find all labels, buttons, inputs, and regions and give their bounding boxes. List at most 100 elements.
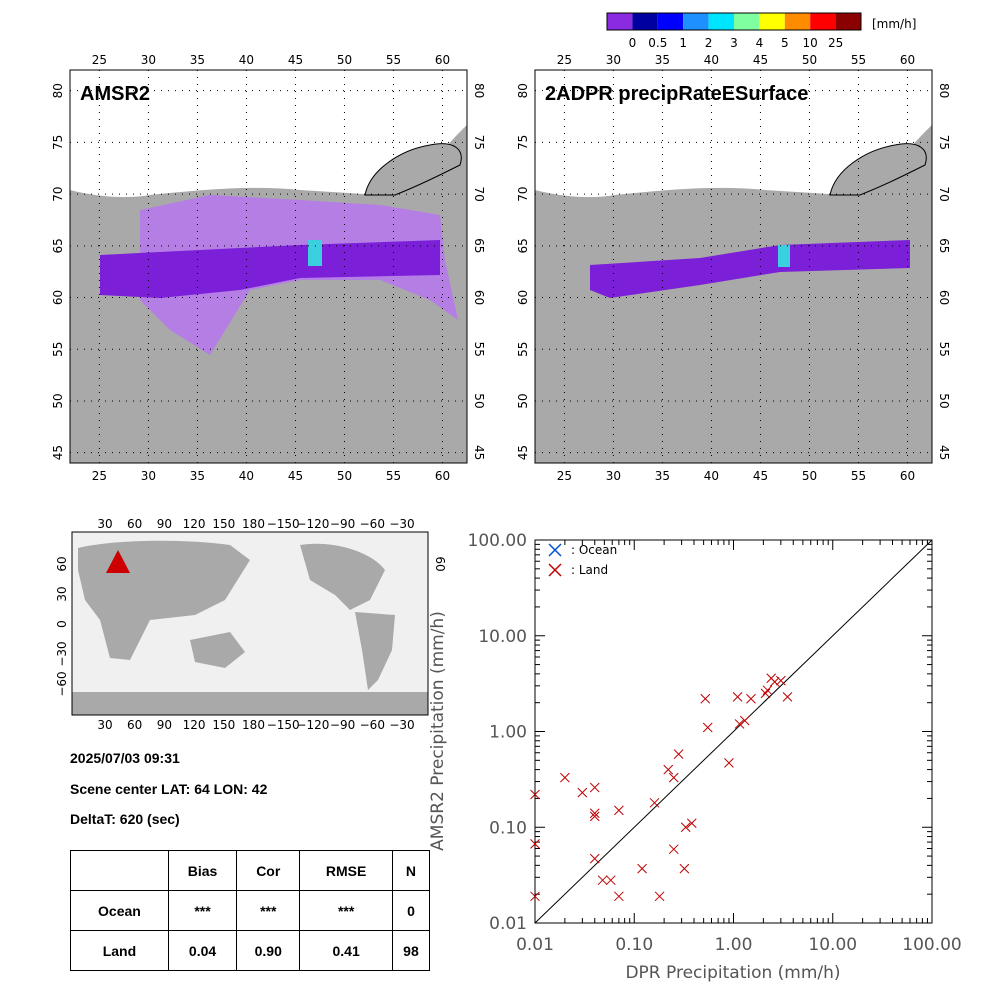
lat-tick-label: 65 xyxy=(516,238,530,253)
lon-tick-label: 30 xyxy=(141,53,156,67)
map-title-amsr2: AMSR2 xyxy=(80,83,150,105)
world-lon-tick-label: 60 xyxy=(127,517,142,531)
scatter-point xyxy=(663,764,674,775)
legend-label: : Ocean xyxy=(571,543,617,557)
colorbar-swatch xyxy=(683,13,709,30)
lat-tick-label: 80 xyxy=(51,83,65,98)
world-lon-tick-label: 120 xyxy=(183,718,206,732)
table-cell: *** xyxy=(236,890,301,931)
scatter-point xyxy=(739,715,750,726)
lat-tick-label: 55 xyxy=(472,342,486,357)
scatter-point xyxy=(732,692,743,702)
colorbar-label: 3 xyxy=(730,36,738,50)
scatter-point xyxy=(734,719,745,729)
scene-datetime: 2025/07/03 09:31 xyxy=(70,750,180,766)
x-tick-label: 0.01 xyxy=(516,935,554,955)
world-lon-tick-label: 90 xyxy=(157,718,172,732)
lon-tick-label: 40 xyxy=(704,53,719,67)
world-lon-tick-label: −30 xyxy=(389,517,414,531)
lon-tick-label: 50 xyxy=(802,53,817,67)
lon-tick-label: 45 xyxy=(753,53,768,67)
legend-marker xyxy=(548,543,562,557)
world-lat-tick-label: −60 xyxy=(55,671,69,696)
colorbar-swatch xyxy=(632,13,658,30)
scatter-point xyxy=(668,844,679,855)
table-cell: 0.90 xyxy=(236,930,301,971)
table-cell: Land xyxy=(70,930,169,971)
x-axis-title: DPR Precipitation (mm/h) xyxy=(625,963,840,983)
lat-tick-label: 60 xyxy=(51,290,65,305)
antarctica-shape xyxy=(72,692,428,715)
stats-table: Bias Cor RMSE N Ocean *** *** *** 0 Land… xyxy=(70,850,431,971)
world-lon-tick-label: −30 xyxy=(389,718,414,732)
world-lon-tick-label: 180 xyxy=(242,517,265,531)
colorbar-label: 10 xyxy=(803,36,818,50)
world-map-panel: 303060609090120120150150180180−150−150−1… xyxy=(55,517,447,732)
world-lon-tick-label: −90 xyxy=(330,718,355,732)
lon-tick-label: 45 xyxy=(288,53,303,67)
lat-tick-label: 55 xyxy=(51,342,65,357)
world-lon-tick-label: 90 xyxy=(157,517,172,531)
lon-tick-label: 30 xyxy=(606,469,621,483)
table-row: Ocean *** *** *** 0 xyxy=(70,890,431,931)
lon-tick-label: 35 xyxy=(190,53,205,67)
x-tick-label: 100.00 xyxy=(902,935,961,955)
lat-tick-label: 50 xyxy=(937,393,951,408)
scatter-point xyxy=(530,789,540,800)
scatter-point xyxy=(769,676,780,687)
map-ticks-dpr: 25 25 30 30 35 35 40 40 45 45 50 50 55 55 60 60 45 45 50 50… xyxy=(516,53,951,483)
table-header-cell: RMSE xyxy=(299,850,393,891)
lat-tick-label: 45 xyxy=(937,445,951,460)
lat-tick-label: 65 xyxy=(51,238,65,253)
scatter-point xyxy=(746,693,756,704)
colorbar-label: 25 xyxy=(828,36,843,50)
colorbar-swatch xyxy=(708,13,734,30)
lon-tick-label: 55 xyxy=(851,53,866,67)
world-lat-tick-label: −30 xyxy=(55,641,69,666)
world-lon-tick-label: 30 xyxy=(97,517,112,531)
colorbar: 0 0.5 1 2 3 4 5 10 25 xyxy=(606,12,862,50)
map-ticks-amsr2: 25 25 30 30 35 35 40 40 45 45 50 50 55 55 60 60 45 45 50 50… xyxy=(51,53,486,483)
lat-tick-label: 70 xyxy=(472,186,486,201)
scene-center: Scene center LAT: 64 LON: 42 xyxy=(70,781,268,797)
colorbar-label: 5 xyxy=(781,36,789,50)
lon-tick-label: 55 xyxy=(386,53,401,67)
world-lon-tick-label: −150 xyxy=(267,517,300,531)
arctic-island-shape xyxy=(829,143,927,196)
lat-tick-label: 60 xyxy=(472,290,486,305)
y-tick-label: 0.01 xyxy=(489,914,527,934)
lat-tick-label: 45 xyxy=(516,445,530,460)
lat-tick-label: 50 xyxy=(51,393,65,408)
lat-tick-label: 60 xyxy=(516,290,530,305)
lat-tick-label: 50 xyxy=(516,393,530,408)
y-tick-label: 0.10 xyxy=(489,818,527,838)
lon-tick-label: 60 xyxy=(900,53,915,67)
world-lon-tick-label: −60 xyxy=(360,718,385,732)
lat-tick-label: 70 xyxy=(516,186,530,201)
scatter-point xyxy=(702,722,713,733)
continent-shape xyxy=(190,632,245,668)
legend-marker xyxy=(548,563,562,577)
lon-tick-label: 40 xyxy=(239,53,254,67)
lat-tick-label: 65 xyxy=(472,238,486,253)
world-lat-tick-label: 60 xyxy=(55,556,69,571)
lat-tick-label: 45 xyxy=(51,445,65,460)
lon-tick-label: 60 xyxy=(435,469,450,483)
table-cell: 0 xyxy=(391,890,431,931)
table-cell: *** xyxy=(167,890,238,931)
continent-shape xyxy=(355,612,395,690)
scatter-point xyxy=(589,782,600,793)
scatter-axes: 0.010.01 0.10 0.10 1.00 1.00 10.00 10.00 100.00… xyxy=(468,531,962,955)
scatter-point xyxy=(673,749,684,760)
lon-tick-label: 40 xyxy=(239,469,254,483)
colorbar-swatch xyxy=(784,13,811,30)
lat-tick-label: 75 xyxy=(472,135,486,150)
lon-tick-label: 25 xyxy=(92,53,107,67)
table-cell: Ocean xyxy=(70,890,169,931)
colorbar-swatch xyxy=(734,13,760,30)
scatter-point xyxy=(597,875,608,886)
scatter-point xyxy=(614,805,624,816)
y-axis-title: AMSR2 Precipitation (mm/h) xyxy=(428,611,448,851)
colorbar-swatch xyxy=(810,13,836,30)
table-header-row: Bias Cor RMSE N xyxy=(70,850,431,891)
